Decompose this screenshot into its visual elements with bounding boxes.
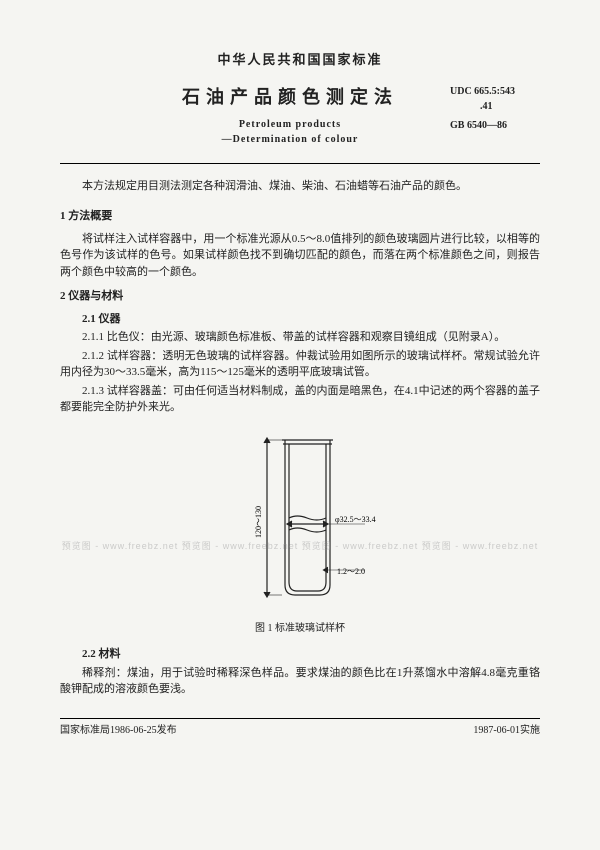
intro-paragraph: 本方法规定用目测法测定各种润滑油、煤油、柴油、石油蜡等石油产品的颜色。 (60, 178, 540, 195)
gb-line: GB 6540—86 (450, 118, 540, 133)
section-2-1-heading: 2.1 仪器 (60, 311, 540, 328)
section-2-2-heading: 2.2 材料 (60, 646, 540, 663)
diameter-label: φ32.5～33.4 (335, 515, 376, 524)
footer-rule (60, 718, 540, 719)
subtitle-en-2: —Determination of colour (130, 132, 450, 147)
title-block: 石油产品颜色测定法 Petroleum products —Determinat… (130, 84, 450, 147)
figure-caption: 图 1 标准玻璃试样杯 (60, 621, 540, 636)
footer-effective: 1987-06-01实施 (473, 723, 540, 738)
clause-2-1-3: 2.1.3 试样容器盖：可由任何适当材料制成，盖的内面是暗黑色，在4.1中记述的… (60, 383, 540, 416)
section-2-heading: 2 仪器与材料 (60, 288, 540, 305)
header-block: 中华人民共和国国家标准 石油产品颜色测定法 Petroleum products… (60, 50, 540, 147)
section-1-body: 将试样注入试样容器中，用一个标准光源从0.5～8.0值排列的颜色玻璃圆片进行比较… (60, 231, 540, 281)
udc-line1: UDC 665.5:543 (450, 84, 540, 99)
code-block: UDC 665.5:543 .41 GB 6540—86 (450, 84, 540, 133)
clause-2-2-body: 稀释剂：煤油，用于试验时稀释深色样品。要求煤油的颜色比在1升蒸馏水中溶解4.8毫… (60, 665, 540, 698)
footer-issued: 国家标准局1986-06-25发布 (60, 723, 177, 738)
country-standard-title: 中华人民共和国国家标准 (60, 50, 540, 70)
wall-label: 1.2～2.0 (337, 567, 365, 576)
subtitle-en-1: Petroleum products (130, 117, 450, 132)
document-title: 石油产品颜色测定法 (130, 84, 450, 111)
clause-2-1-2: 2.1.2 试样容器：透明无色玻璃的试样容器。仲裁试验用如图所示的玻璃试样杯。常… (60, 348, 540, 381)
cup-diagram: 120～130 φ32.5～33.4 1.2～2.0 (215, 430, 385, 610)
height-label: 120～130 (254, 506, 263, 538)
udc-line2: .41 (450, 99, 540, 114)
title-row: 石油产品颜色测定法 Petroleum products —Determinat… (60, 84, 540, 147)
section-1-heading: 1 方法概要 (60, 208, 540, 225)
clause-2-1-1: 2.1.1 比色仪：由光源、玻璃颜色标准板、带盖的试样容器和观察目镜组成（见附录… (60, 329, 540, 346)
figure-1: 120～130 φ32.5～33.4 1.2～2.0 图 1 标准玻璃试样杯 (60, 430, 540, 637)
header-rule (60, 163, 540, 164)
footer-row: 国家标准局1986-06-25发布 1987-06-01实施 (60, 723, 540, 738)
